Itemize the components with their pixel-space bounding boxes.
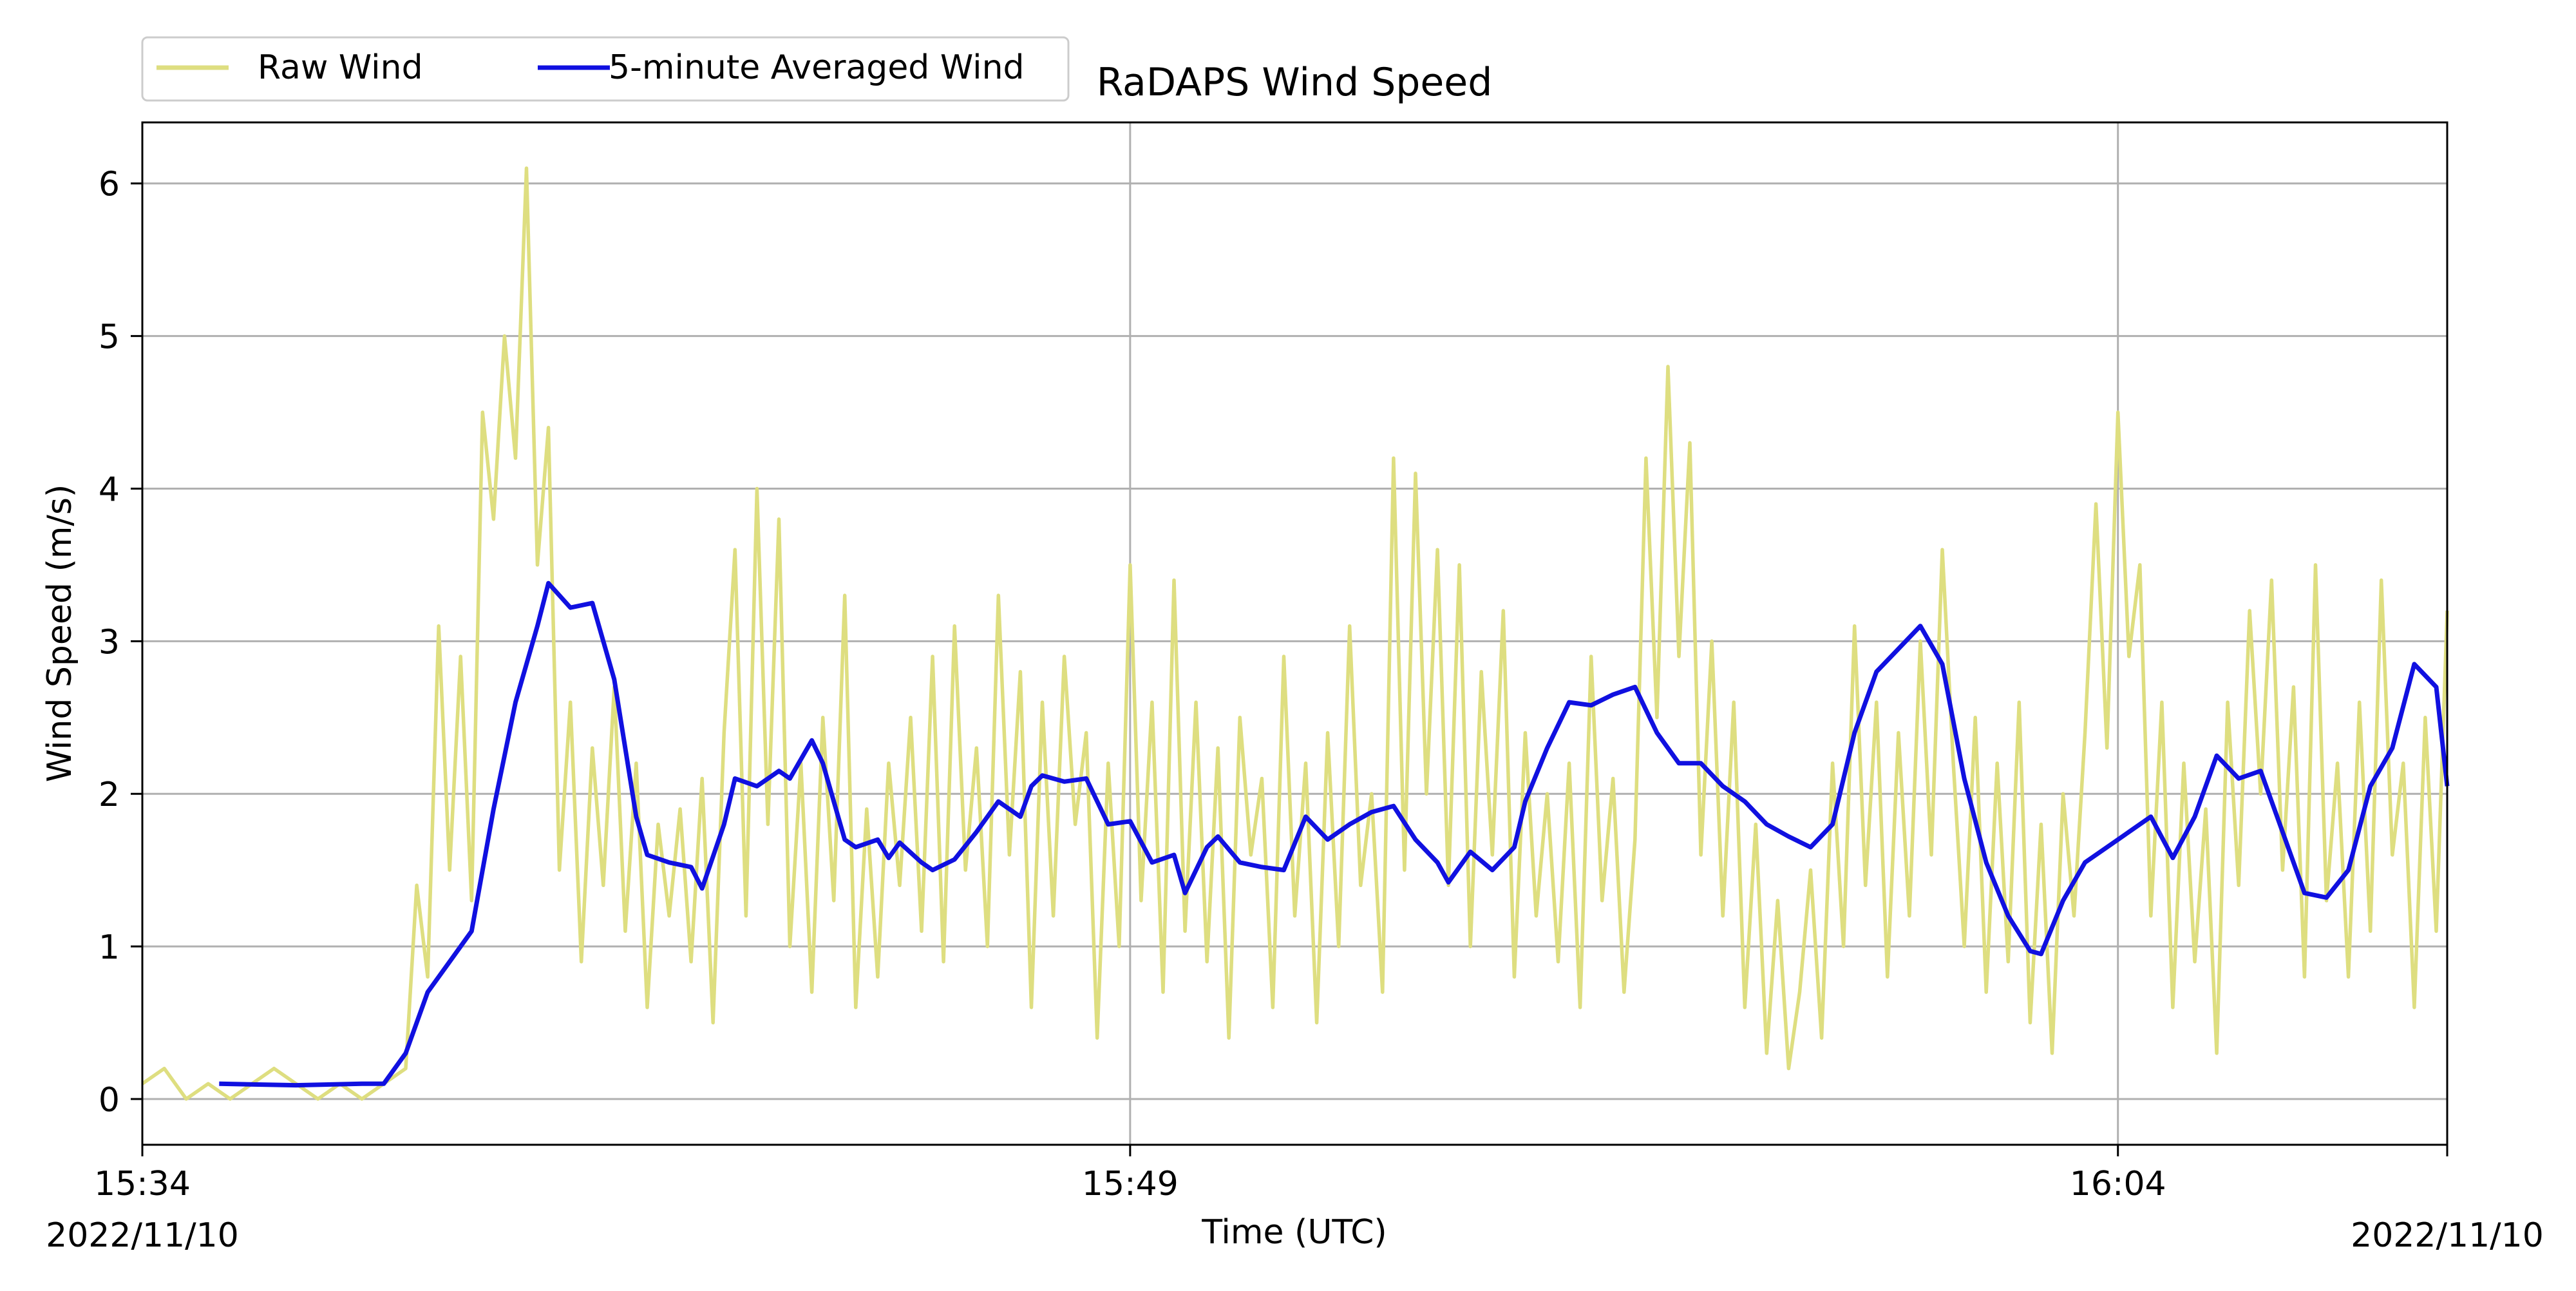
- chart-title: RaDAPS Wind Speed: [1097, 60, 1493, 105]
- y-axis-ticks: 0 1 2 3 4 5 6: [99, 166, 142, 1120]
- raw-wind-line: [141, 166, 2449, 1101]
- plot-frame: [141, 121, 2448, 1146]
- x-axis-label: Time (UTC): [1201, 1213, 1387, 1252]
- y-tick-label: 4: [99, 470, 120, 509]
- x-axis-ticks: 15:34 2022/11/10 15:49 16:04 2022/11/10: [46, 1145, 2544, 1255]
- y-tick-label: 2: [99, 776, 120, 814]
- y-tick-label: 6: [99, 166, 120, 204]
- y-tick-label: 1: [99, 928, 120, 967]
- x-tick-label: 16:04: [2070, 1165, 2166, 1203]
- legend-label-raw-wind: Raw Wind: [258, 48, 423, 87]
- x-tick-date: 2022/11/10: [2351, 1216, 2544, 1255]
- x-tick-date: 2022/11/10: [46, 1216, 239, 1255]
- averaged-wind-line: [219, 580, 2450, 1088]
- legend-label-averaged-wind: 5-minute Averaged Wind: [609, 48, 1025, 87]
- y-axis-label: Wind Speed (m/s): [41, 484, 79, 783]
- averaged-wind-series: [219, 580, 2450, 1088]
- raw-wind-series: [141, 166, 2449, 1101]
- y-tick-label: 3: [99, 623, 120, 662]
- x-tick-label: 15:49: [1082, 1165, 1179, 1203]
- x-tick-label: 15:34: [94, 1165, 191, 1203]
- legend: Raw Wind 5-minute Averaged Wind: [141, 36, 1070, 102]
- y-tick-label: 5: [99, 318, 120, 357]
- y-tick-label: 0: [99, 1081, 120, 1120]
